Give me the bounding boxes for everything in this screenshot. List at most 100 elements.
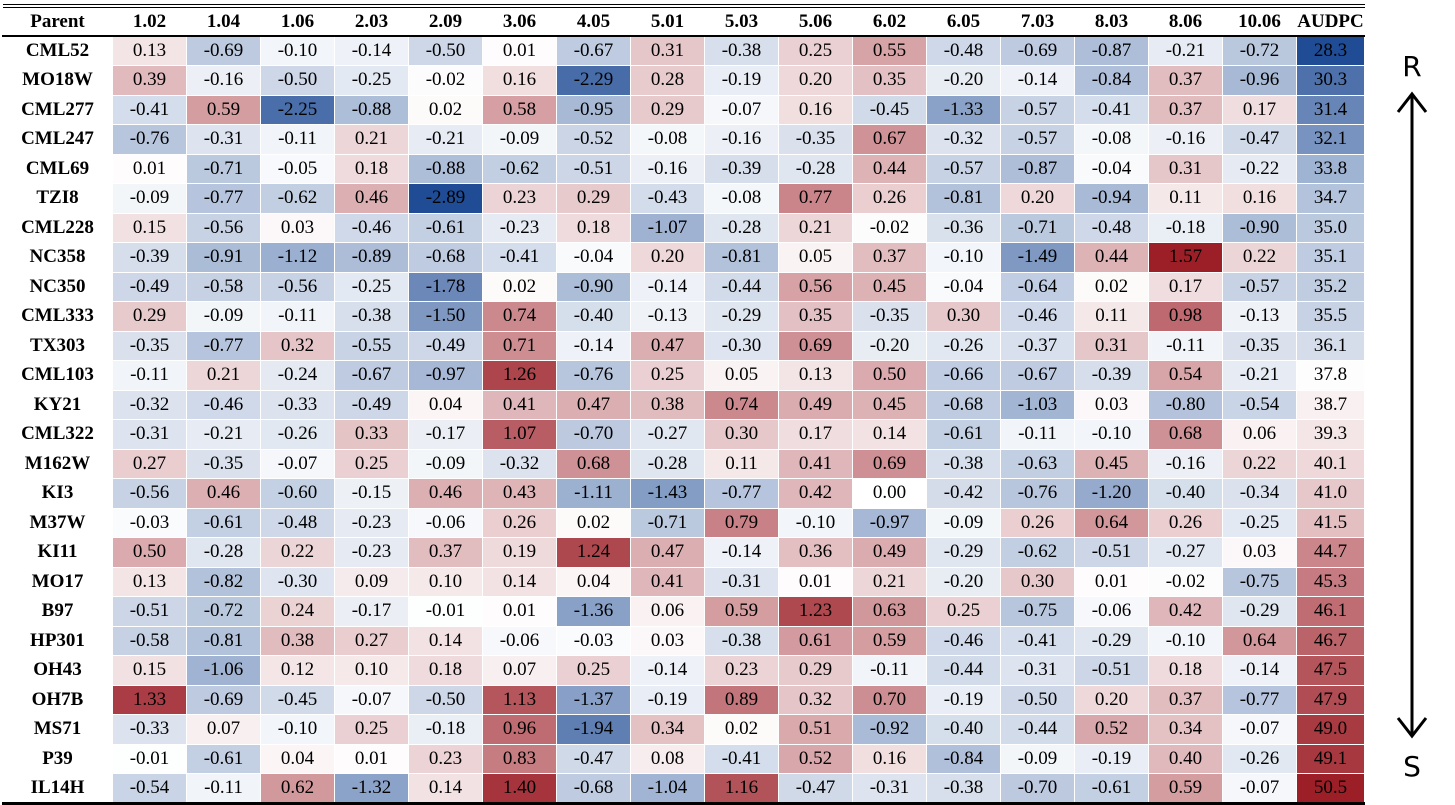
column-header: 5.01 bbox=[630, 4, 705, 37]
heatmap-cell: -0.14 bbox=[1000, 65, 1075, 96]
heatmap-cell: -0.31 bbox=[1000, 655, 1075, 686]
heatmap-cell: -0.70 bbox=[1000, 773, 1075, 805]
heatmap-cell: -0.67 bbox=[556, 35, 631, 66]
heatmap-cell: 0.03 bbox=[630, 625, 705, 656]
heatmap-cell: -0.03 bbox=[556, 625, 631, 656]
parent-name: CML52 bbox=[2, 35, 113, 66]
heatmap-cell: 0.50 bbox=[112, 537, 187, 568]
heatmap-cell: 0.31 bbox=[1148, 153, 1223, 184]
heatmap-cell: 0.63 bbox=[852, 596, 927, 627]
table-row: M162W 0.27 -0.35 -0.07 0.25 -0.09 -0.32 0.68 -0.… bbox=[2, 448, 1365, 479]
parent-name: MS71 bbox=[2, 714, 113, 745]
heatmap-cell: 0.68 bbox=[556, 448, 631, 479]
heatmap-cell: -0.50 bbox=[260, 65, 335, 96]
heatmap-cell: 1.33 bbox=[112, 684, 187, 715]
heatmap-cell: -0.11 bbox=[186, 773, 261, 805]
parent-name: NC358 bbox=[2, 242, 113, 273]
heatmap-cell: -0.30 bbox=[704, 330, 779, 361]
heatmap-cell: -0.68 bbox=[926, 389, 1001, 420]
heatmap-cell: -0.81 bbox=[704, 242, 779, 273]
heatmap-cell: -0.46 bbox=[186, 389, 261, 420]
heatmap-cell: 0.59 bbox=[852, 625, 927, 656]
heatmap-cell: -0.61 bbox=[186, 507, 261, 538]
heatmap-cell: -0.25 bbox=[334, 271, 409, 302]
audpc-cell: 44.7 bbox=[1296, 537, 1365, 568]
heatmap-cell: -0.43 bbox=[630, 183, 705, 214]
heatmap-cell: -0.48 bbox=[926, 35, 1001, 66]
heatmap-cell: -0.68 bbox=[408, 242, 483, 273]
heatmap-cell: -0.51 bbox=[1074, 537, 1149, 568]
heatmap-cell: 0.25 bbox=[334, 448, 409, 479]
heatmap-cell: -1.12 bbox=[260, 242, 335, 273]
heatmap-cell: 0.18 bbox=[408, 655, 483, 686]
audpc-cell: 41.5 bbox=[1296, 507, 1365, 538]
heatmap-cell: 0.37 bbox=[408, 537, 483, 568]
arrow-top-label: R bbox=[1402, 50, 1421, 83]
heatmap-cell: 0.59 bbox=[1148, 773, 1223, 805]
parent-name: OH7B bbox=[2, 684, 113, 715]
heatmap-cell: -0.29 bbox=[926, 537, 1001, 568]
heatmap-cell: -0.84 bbox=[1074, 65, 1149, 96]
column-header: 7.03 bbox=[1000, 4, 1075, 37]
heatmap-cell: -0.51 bbox=[556, 153, 631, 184]
heatmap-cell: 0.52 bbox=[778, 743, 853, 774]
parent-name: M37W bbox=[2, 507, 113, 538]
heatmap-cell: 0.26 bbox=[482, 507, 557, 538]
heatmap-cell: -0.20 bbox=[852, 330, 927, 361]
heatmap-cell: 0.47 bbox=[630, 537, 705, 568]
column-header: 6.05 bbox=[926, 4, 1001, 37]
audpc-cell: 36.1 bbox=[1296, 330, 1365, 361]
heatmap-cell: -0.55 bbox=[334, 330, 409, 361]
heatmap-cell: -0.29 bbox=[1222, 596, 1297, 627]
heatmap-cell: -0.77 bbox=[186, 330, 261, 361]
heatmap-cell: -0.27 bbox=[1148, 537, 1223, 568]
parent-name: MO18W bbox=[2, 65, 113, 96]
column-header: 1.04 bbox=[186, 4, 261, 37]
heatmap-cell: 0.42 bbox=[778, 478, 853, 509]
heatmap-cell: -0.28 bbox=[704, 212, 779, 243]
heatmap-cell: -0.63 bbox=[1000, 448, 1075, 479]
heatmap-cell: -0.37 bbox=[1000, 330, 1075, 361]
heatmap-cell: -1.43 bbox=[630, 478, 705, 509]
audpc-cell: 47.9 bbox=[1296, 684, 1365, 715]
heatmap-cell: 0.26 bbox=[852, 183, 927, 214]
heatmap-cell: -0.38 bbox=[926, 448, 1001, 479]
table-row: CML277 -0.41 0.59 -2.25 -0.88 0.02 0.58 -0.95 0.… bbox=[2, 94, 1365, 125]
heatmap-cell: -1.04 bbox=[630, 773, 705, 805]
heatmap-cell: -0.56 bbox=[186, 212, 261, 243]
heatmap-cell: 1.40 bbox=[482, 773, 557, 805]
table-row: CML333 0.29 -0.09 -0.11 -0.38 -1.50 0.74 -0.40-… bbox=[2, 301, 1365, 332]
heatmap-cell: 0.34 bbox=[1148, 714, 1223, 745]
heatmap-cell: 0.98 bbox=[1148, 301, 1223, 332]
heatmap-cell: 0.64 bbox=[1222, 625, 1297, 656]
heatmap-cell: 0.29 bbox=[630, 94, 705, 125]
heatmap-cell: -0.54 bbox=[1222, 389, 1297, 420]
parent-name: KI3 bbox=[2, 478, 113, 509]
heatmap-cell: -0.20 bbox=[926, 566, 1001, 597]
heatmap-cell: -0.31 bbox=[704, 566, 779, 597]
heatmap-cell: -0.81 bbox=[186, 625, 261, 656]
heatmap-cell: -0.29 bbox=[1074, 625, 1149, 656]
heatmap-cell: -0.51 bbox=[1074, 655, 1149, 686]
heatmap-cell: 0.56 bbox=[778, 271, 853, 302]
heatmap-cell: 0.14 bbox=[852, 419, 927, 450]
heatmap-cell: -0.10 bbox=[260, 714, 335, 745]
heatmap-cell: -0.76 bbox=[1000, 478, 1075, 509]
heatmap-cell: -0.90 bbox=[1222, 212, 1297, 243]
heatmap-cell: -0.35 bbox=[778, 124, 853, 155]
heatmap-cell: -0.16 bbox=[1148, 124, 1223, 155]
heatmap-cell: -0.50 bbox=[408, 684, 483, 715]
heatmap-cell: 0.40 bbox=[1148, 743, 1223, 774]
column-header: 2.03 bbox=[334, 4, 409, 37]
heatmap-cell: 0.30 bbox=[704, 419, 779, 450]
heatmap-cell: -0.47 bbox=[556, 743, 631, 774]
heatmap-cell: -0.87 bbox=[1000, 153, 1075, 184]
parent-name: MO17 bbox=[2, 566, 113, 597]
heatmap-cell: -0.06 bbox=[482, 625, 557, 656]
heatmap-cell: 0.26 bbox=[1148, 507, 1223, 538]
heatmap-cell: -0.10 bbox=[1074, 419, 1149, 450]
heatmap-cell: 0.74 bbox=[704, 389, 779, 420]
column-header: 1.06 bbox=[260, 4, 335, 37]
heatmap-cell: -0.64 bbox=[1000, 271, 1075, 302]
heatmap-cell: 0.06 bbox=[1222, 419, 1297, 450]
